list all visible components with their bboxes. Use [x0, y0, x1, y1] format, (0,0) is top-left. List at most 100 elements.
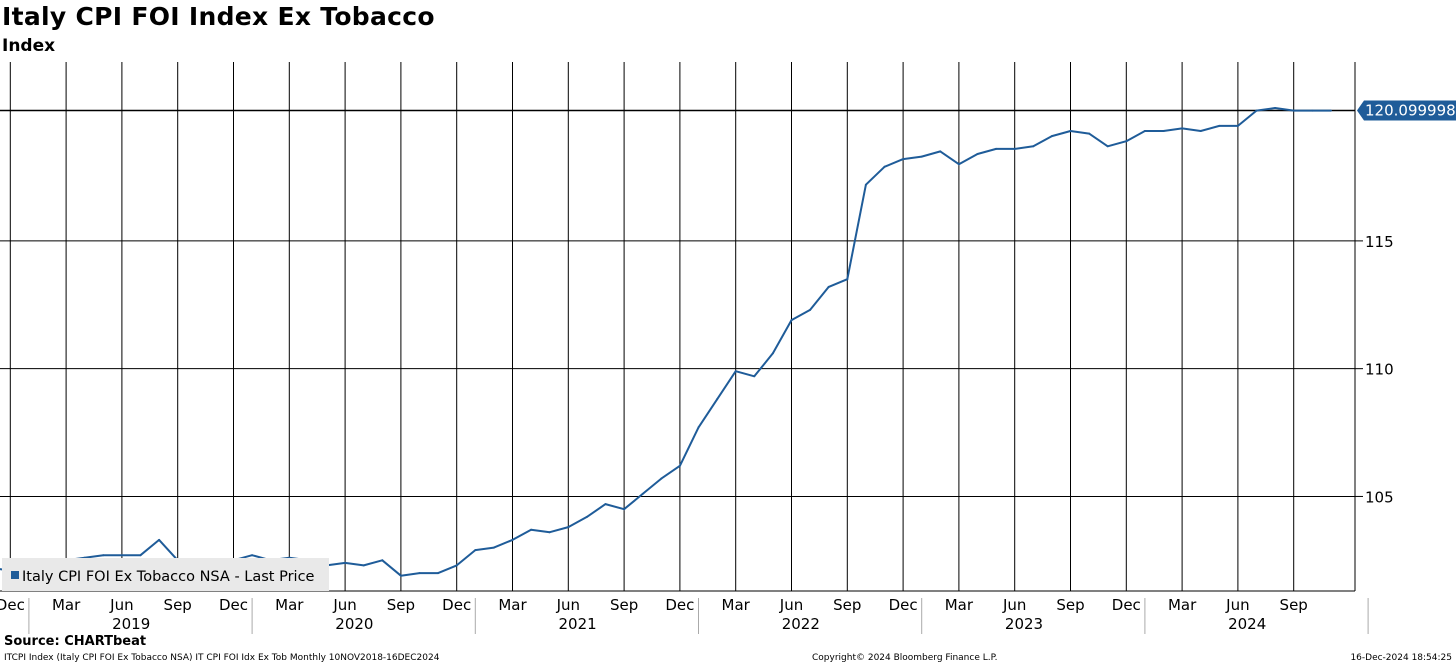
ticker-info: ITCPI Index (Italy CPI FOI Ex Tobacco NS…	[4, 653, 440, 663]
x-month-label: Dec	[0, 596, 25, 614]
data-point	[1274, 107, 1277, 109]
copyright-note: Copyright© 2024 Bloomberg Finance L.P.	[812, 653, 998, 663]
x-month-label: Dec	[442, 596, 471, 614]
legend-background	[2, 558, 329, 591]
data-point	[120, 554, 123, 557]
axes	[0, 62, 1369, 634]
grid	[0, 62, 1355, 591]
data-point	[1218, 124, 1221, 127]
labels: 105 110 115 Dec Mar Jun Sep Dec Mar Jun Sep Dec Mar J…	[0, 100, 1456, 633]
x-year-label: 2023	[1005, 615, 1043, 633]
data-point	[567, 526, 570, 529]
x-month-label: Dec	[219, 596, 248, 614]
data-point	[846, 278, 849, 281]
x-month-label: Jun	[556, 596, 580, 614]
data-point	[492, 546, 495, 549]
x-year-label: 2021	[559, 615, 597, 633]
x-month-label: Sep	[1056, 596, 1084, 614]
x-month-label: Mar	[498, 596, 527, 614]
x-month-label: Dec	[665, 596, 694, 614]
data-point	[771, 352, 774, 355]
x-month-label: Sep	[164, 596, 192, 614]
data-point	[418, 572, 421, 575]
data-point	[362, 564, 365, 567]
data-point	[1236, 124, 1239, 127]
data-point	[1162, 130, 1165, 132]
x-month-label: Jun	[109, 596, 133, 614]
data-point	[437, 572, 440, 575]
data-point	[864, 183, 867, 186]
x-month-label: Mar	[275, 596, 304, 614]
data-point	[585, 515, 588, 518]
data-point	[1032, 145, 1035, 148]
data-point	[827, 285, 830, 288]
legend-swatch	[11, 571, 19, 579]
data-point	[902, 158, 905, 161]
data-point	[474, 549, 477, 552]
data-point	[381, 559, 384, 562]
data-point	[883, 165, 886, 168]
data-point	[1106, 145, 1109, 148]
x-month-label: Mar	[52, 596, 81, 614]
data-point	[1069, 130, 1072, 132]
x-month-label: Sep	[1280, 596, 1308, 614]
data-point	[623, 508, 626, 511]
x-month-label: Mar	[722, 596, 751, 614]
data-point	[1088, 132, 1091, 135]
x-year-label: 2019	[112, 615, 150, 633]
data-point	[1311, 109, 1314, 112]
legend: Italy CPI FOI Ex Tobacco NSA - Last Pric…	[2, 558, 329, 591]
series-line	[0, 107, 1331, 577]
data-point	[790, 319, 793, 322]
data-point	[102, 554, 105, 557]
data-point	[139, 554, 142, 557]
data-point	[641, 492, 644, 495]
data-point	[809, 308, 812, 311]
data-point	[399, 574, 402, 577]
legend-label: Italy CPI FOI Ex Tobacco NSA - Last Pric…	[22, 569, 315, 585]
x-month-label: Dec	[1112, 596, 1141, 614]
data-point	[158, 538, 161, 541]
data-point	[1181, 127, 1184, 130]
data-point	[976, 153, 979, 155]
x-year-label: 2022	[782, 615, 820, 633]
data-point	[511, 538, 514, 541]
data-point	[678, 464, 681, 467]
x-month-label: Jun	[332, 596, 356, 614]
data-point	[716, 398, 719, 401]
data-point	[455, 564, 458, 567]
source-note: Source: CHARTbeat	[4, 634, 147, 649]
x-month-label: Sep	[610, 596, 638, 614]
x-month-label: Jun	[1225, 596, 1249, 614]
chart-subtitle: Index	[2, 36, 56, 56]
x-year-label: 2020	[335, 615, 373, 633]
data-point	[1255, 109, 1258, 112]
data-point	[1199, 130, 1202, 132]
data-point	[697, 426, 700, 429]
data-point	[939, 150, 942, 153]
x-month-label: Sep	[833, 596, 861, 614]
x-month-label: Sep	[387, 596, 415, 614]
data-point	[734, 370, 737, 373]
data-point	[660, 477, 663, 480]
x-month-label: Mar	[945, 596, 974, 614]
data-point	[1050, 135, 1053, 138]
x-month-label: Dec	[889, 596, 918, 614]
x-year-label: 2024	[1228, 615, 1266, 633]
data-point	[1013, 147, 1016, 150]
data-point	[957, 163, 960, 166]
data-point	[995, 147, 998, 150]
data-point	[1125, 140, 1128, 143]
data-point	[920, 155, 923, 158]
data-point	[548, 531, 551, 534]
x-month-label: Jun	[779, 596, 803, 614]
data-point	[251, 554, 254, 557]
x-month-label: Mar	[1168, 596, 1197, 614]
data-point	[1329, 109, 1332, 112]
x-month-label: Jun	[1002, 596, 1026, 614]
data-point	[530, 528, 533, 531]
y-tick-label: 115	[1365, 233, 1394, 251]
data-point	[753, 375, 756, 378]
y-tick-label: 110	[1365, 361, 1394, 379]
data-point	[1292, 109, 1295, 112]
